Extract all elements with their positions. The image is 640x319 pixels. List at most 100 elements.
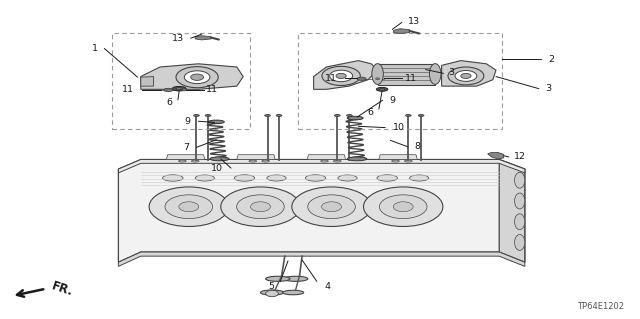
Ellipse shape [283,290,304,295]
Polygon shape [442,61,496,86]
Ellipse shape [429,63,441,84]
Ellipse shape [338,175,357,181]
Text: 5: 5 [268,282,274,291]
Text: 6: 6 [368,108,374,117]
Ellipse shape [515,172,525,188]
Text: 9: 9 [389,96,395,105]
Circle shape [221,187,300,226]
Polygon shape [307,155,346,160]
Text: 11: 11 [325,74,337,83]
Ellipse shape [265,115,270,116]
Polygon shape [118,252,525,266]
Ellipse shape [392,160,399,162]
Circle shape [266,290,278,297]
Circle shape [393,202,413,212]
Ellipse shape [406,115,412,116]
Circle shape [250,202,270,212]
Circle shape [322,66,360,85]
Circle shape [380,195,427,219]
Text: 8: 8 [414,142,420,151]
Ellipse shape [276,115,282,116]
Ellipse shape [205,115,211,116]
Text: 11: 11 [122,85,134,94]
Circle shape [336,73,346,78]
Ellipse shape [376,78,380,80]
Text: 13: 13 [408,17,420,26]
Ellipse shape [260,290,284,295]
Ellipse shape [333,160,341,162]
Text: 10: 10 [393,123,405,132]
Circle shape [364,187,443,226]
Circle shape [237,195,284,219]
Ellipse shape [348,157,367,161]
Text: 3: 3 [448,68,454,77]
Ellipse shape [209,120,225,124]
Polygon shape [118,160,525,262]
Ellipse shape [195,175,214,181]
Ellipse shape [321,160,328,162]
Text: FR.: FR. [50,280,75,299]
Polygon shape [499,160,525,262]
Ellipse shape [191,160,199,162]
Polygon shape [488,152,504,159]
Ellipse shape [266,276,290,281]
Circle shape [184,71,210,84]
Text: 2: 2 [548,55,554,63]
Ellipse shape [249,160,257,162]
Ellipse shape [377,175,397,181]
Ellipse shape [404,160,412,162]
Text: 6: 6 [167,98,173,107]
Text: 4: 4 [324,282,330,291]
Ellipse shape [164,88,173,92]
Circle shape [448,67,484,85]
Text: 9: 9 [185,117,191,126]
Ellipse shape [357,77,366,80]
Ellipse shape [419,115,424,116]
Ellipse shape [515,214,525,230]
Ellipse shape [410,175,429,181]
Text: 3: 3 [545,84,552,93]
Circle shape [321,202,342,212]
Ellipse shape [335,115,340,116]
Ellipse shape [348,116,364,120]
Ellipse shape [182,89,186,91]
Polygon shape [195,36,211,40]
Ellipse shape [163,175,183,181]
Text: 11: 11 [404,74,417,83]
Bar [112,33,250,129]
Polygon shape [166,155,205,160]
Polygon shape [394,29,410,33]
Circle shape [191,74,204,80]
Polygon shape [118,160,525,173]
Circle shape [455,70,477,81]
Text: 13: 13 [172,34,184,43]
Text: TP64E1202: TP64E1202 [577,302,624,311]
Ellipse shape [234,175,255,181]
Polygon shape [141,77,154,86]
Ellipse shape [347,115,353,116]
Polygon shape [237,155,275,160]
Text: 1: 1 [92,44,98,53]
Circle shape [165,195,212,219]
Text: 12: 12 [514,152,526,161]
Circle shape [149,187,228,226]
Circle shape [330,70,353,82]
Ellipse shape [210,157,229,161]
Text: 10: 10 [211,164,223,173]
Ellipse shape [372,63,383,84]
Ellipse shape [179,160,186,162]
Ellipse shape [172,86,186,91]
Ellipse shape [193,115,200,116]
Circle shape [292,187,371,226]
Ellipse shape [176,88,182,90]
Polygon shape [379,155,417,160]
Ellipse shape [515,193,525,209]
Ellipse shape [380,89,385,90]
Circle shape [308,195,355,219]
Polygon shape [141,64,243,89]
Circle shape [176,67,218,88]
Ellipse shape [515,234,525,250]
Circle shape [179,202,198,212]
Ellipse shape [284,276,308,281]
Ellipse shape [267,175,286,181]
